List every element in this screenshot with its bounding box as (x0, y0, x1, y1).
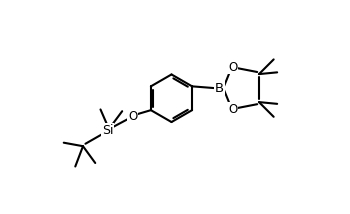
Text: Si: Si (102, 124, 113, 137)
Text: O: O (228, 61, 237, 74)
Text: O: O (228, 103, 237, 116)
Text: O: O (128, 110, 137, 123)
Text: B: B (215, 82, 224, 95)
